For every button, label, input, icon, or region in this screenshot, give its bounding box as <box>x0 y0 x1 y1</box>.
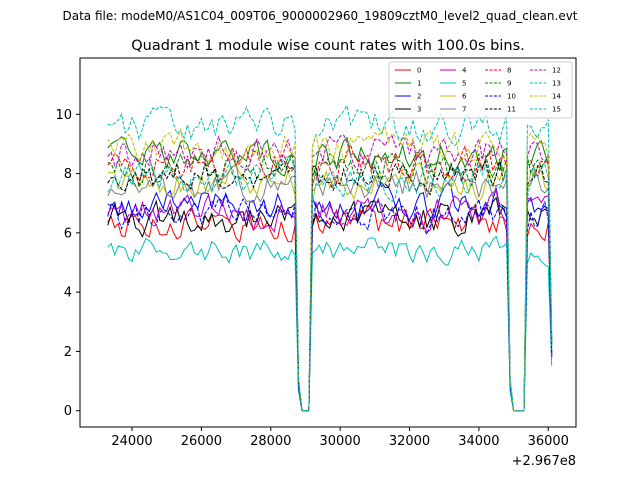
y-tick-label: 4 <box>64 286 72 301</box>
x-tick-label: 24000 <box>111 434 152 449</box>
x-tick-label: 26000 <box>181 434 222 449</box>
series-line-14 <box>107 125 553 412</box>
x-offset-label: +2.967e8 <box>512 454 576 469</box>
y-axis: 0 2 4 6 8 10 <box>55 108 80 419</box>
legend-label-3: 3 <box>417 106 421 114</box>
legend-box <box>388 61 573 119</box>
chart-title: Quadrant 1 module wise count rates with … <box>131 38 525 54</box>
series-line-4 <box>107 189 553 412</box>
x-tick-label: 34000 <box>458 434 499 449</box>
legend-label-5: 5 <box>462 80 466 88</box>
series-line-6 <box>107 162 553 412</box>
series-line-12 <box>107 134 553 412</box>
legend-label-11: 11 <box>507 106 516 114</box>
legend-label-7: 7 <box>462 106 466 114</box>
y-tick-label: 10 <box>55 108 72 123</box>
series-line-9 <box>107 152 553 412</box>
legend-label-2: 2 <box>417 93 421 101</box>
legend-label-8: 8 <box>507 67 511 75</box>
x-tick-label: 30000 <box>319 434 360 449</box>
y-tick-label: 2 <box>64 345 72 360</box>
series-line-3 <box>107 196 553 412</box>
legend-label-13: 13 <box>552 80 561 88</box>
legend-label-10: 10 <box>507 93 516 101</box>
legend-label-1: 1 <box>417 80 421 88</box>
series-line-10 <box>107 193 553 412</box>
legend-label-4: 4 <box>462 67 467 75</box>
legend-label-6: 6 <box>462 93 467 101</box>
x-tick-label: 36000 <box>528 434 569 449</box>
legend-label-12: 12 <box>552 67 561 75</box>
legend-label-0: 0 <box>417 67 421 75</box>
series-line-8 <box>107 143 553 412</box>
x-tick-label: 32000 <box>389 434 430 449</box>
x-axis: 24000 26000 28000 30000 32000 34000 36000 <box>111 427 569 449</box>
series-line-2 <box>107 181 553 412</box>
series-line-11 <box>107 159 553 412</box>
series-lines <box>107 104 553 412</box>
y-tick-label: 0 <box>64 404 72 419</box>
legend-label-15: 15 <box>552 106 561 114</box>
y-tick-label: 6 <box>64 226 72 241</box>
series-line-0 <box>107 203 553 412</box>
series-line-5 <box>107 235 553 412</box>
x-tick-label: 28000 <box>250 434 291 449</box>
y-tick-label: 8 <box>64 167 72 182</box>
legend-label-9: 9 <box>507 80 511 88</box>
legend-label-14: 14 <box>552 93 561 101</box>
plot-frame <box>79 57 577 428</box>
figure-suptitle: Data file: modeM0/AS1C04_009T06_90000029… <box>62 9 577 23</box>
series-line-15 <box>107 155 553 412</box>
series-line-13 <box>107 104 553 412</box>
